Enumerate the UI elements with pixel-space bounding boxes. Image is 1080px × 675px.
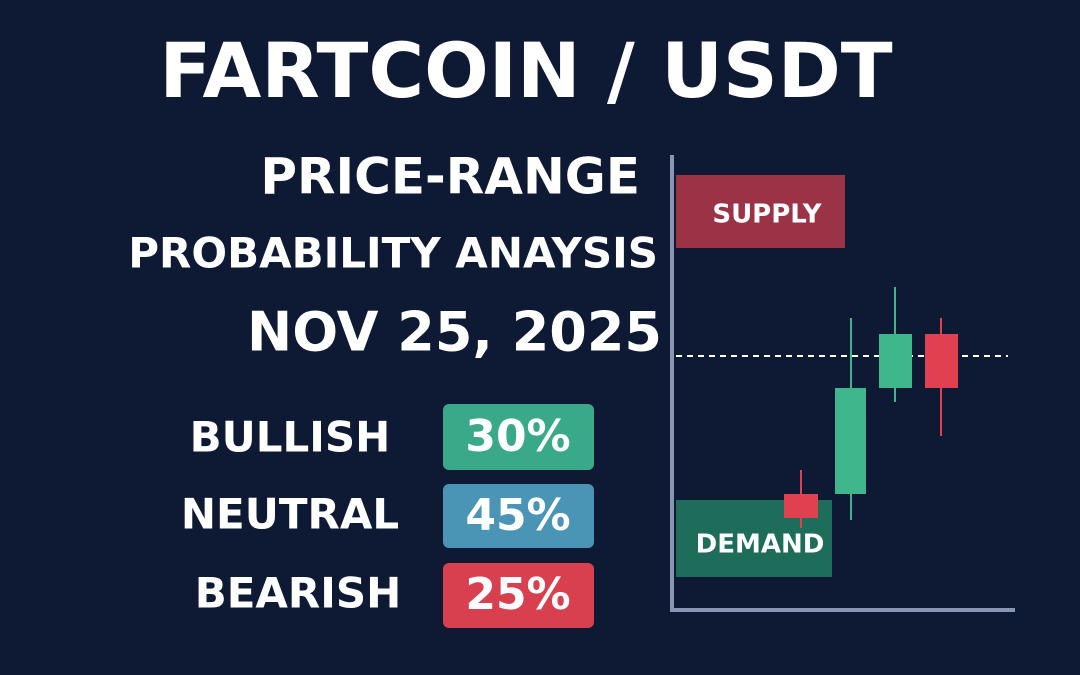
candle xyxy=(925,334,958,388)
probability-box xyxy=(443,484,594,548)
probability-value: 25% xyxy=(465,569,570,620)
probability-label: BULLISH xyxy=(190,413,391,462)
candle xyxy=(835,388,866,494)
subtitle: PRICE-RANGE xyxy=(260,148,640,206)
title: FARTCOIN / USDT xyxy=(159,26,892,115)
probability-value: 30% xyxy=(465,411,570,462)
supply-label: SUPPLY xyxy=(712,200,822,230)
illustration: SUPPLY DEMAND xyxy=(670,155,1015,612)
demand-label: DEMAND xyxy=(696,530,825,560)
probability-box xyxy=(443,563,594,628)
supply-zone xyxy=(676,175,845,248)
probability-box xyxy=(443,404,594,470)
date: NOV 25, 2025 xyxy=(247,301,662,364)
probability-label: BEARISH xyxy=(195,569,402,618)
probability-label: NEUTRAL xyxy=(181,490,399,539)
candle xyxy=(879,334,912,388)
candle xyxy=(784,494,818,518)
subtitle: PROBABILITY ANAYSIS xyxy=(128,229,658,278)
probability-value: 45% xyxy=(465,490,570,541)
